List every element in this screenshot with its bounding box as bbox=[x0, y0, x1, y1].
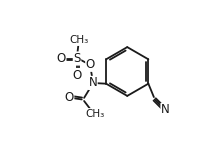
Text: CH₃: CH₃ bbox=[69, 35, 88, 45]
Text: S: S bbox=[73, 52, 80, 65]
Text: O: O bbox=[56, 52, 66, 65]
Text: CH₃: CH₃ bbox=[85, 109, 104, 119]
Text: O: O bbox=[85, 58, 95, 71]
Text: N: N bbox=[88, 76, 97, 89]
Text: N: N bbox=[160, 104, 169, 116]
Text: O: O bbox=[64, 91, 73, 104]
Text: O: O bbox=[72, 68, 81, 82]
